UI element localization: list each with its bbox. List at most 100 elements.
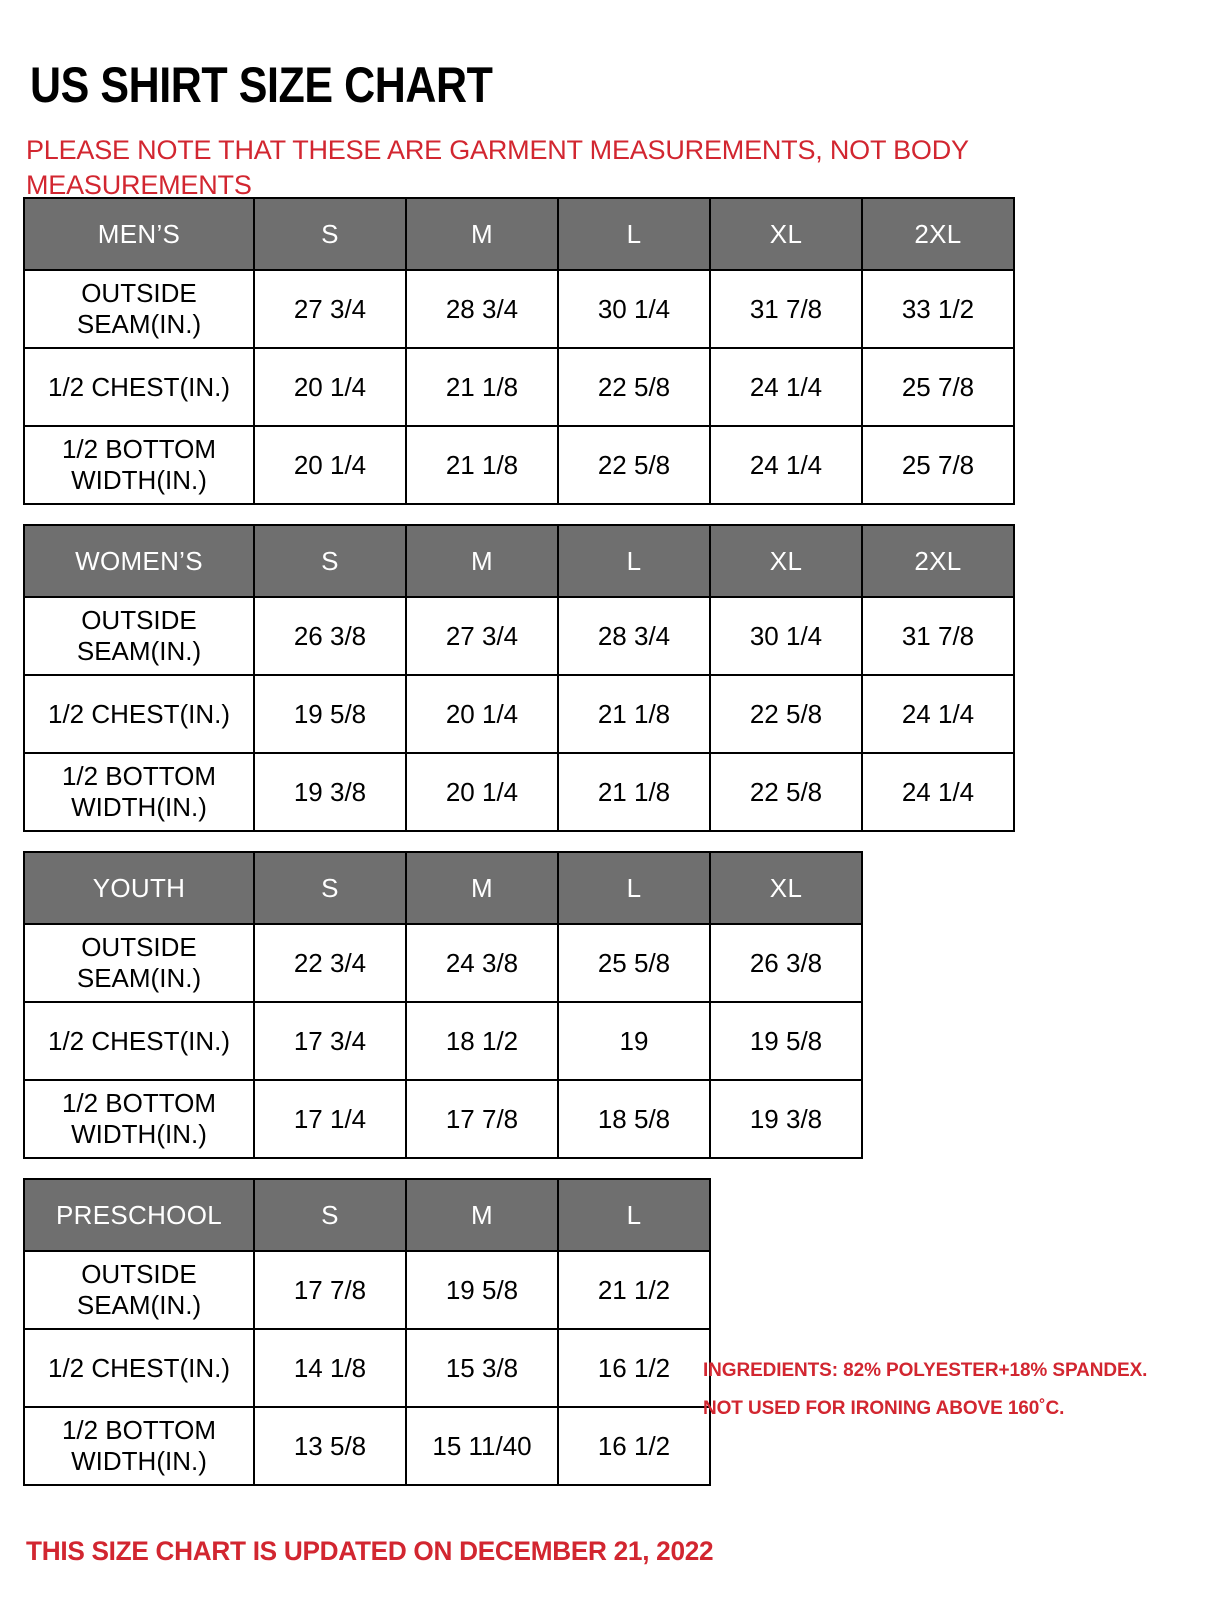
cell-value: 20 1/4 (405, 752, 559, 832)
table-row: 1/2 CHEST(IN.) 19 5/8 20 1/4 21 1/8 22 5… (23, 674, 1015, 754)
row-label-half-bottom-width: 1/2 BOTTOM WIDTH(IN.) (23, 1406, 255, 1486)
cell-value: 20 1/4 (253, 347, 407, 427)
cell-value: 17 3/4 (253, 1001, 407, 1081)
cell-value: 17 7/8 (405, 1079, 559, 1159)
cell-value: 24 1/4 (709, 425, 863, 505)
cell-value: 33 1/2 (861, 269, 1015, 349)
garment-measurement-note: PLEASE NOTE THAT THESE ARE GARMENT MEASU… (26, 135, 969, 200)
row-label-line-1: 1/2 BOTTOM (61, 434, 217, 465)
row-label-line-2: WIDTH(IN.) (71, 1446, 207, 1476)
table-row: OUTSIDE SEAM(IN.) 22 3/4 24 3/8 25 5/8 2… (23, 923, 863, 1003)
cell-value: 22 5/8 (557, 425, 711, 505)
cell-value: 19 5/8 (253, 674, 407, 754)
table-row: 1/2 CHEST(IN.) 20 1/4 21 1/8 22 5/8 24 1… (23, 347, 1015, 427)
row-label-outside-seam: OUTSIDE SEAM(IN.) (23, 1250, 255, 1330)
category-header-mens: MEN’S (23, 197, 255, 271)
row-label-line-1: OUTSIDE (81, 278, 197, 309)
size-header-m: M (405, 851, 559, 925)
cell-value: 20 1/4 (253, 425, 407, 505)
table-row: 1/2 BOTTOM WIDTH(IN.) 19 3/8 20 1/4 21 1… (23, 752, 1015, 832)
size-header-2xl: 2XL (861, 197, 1015, 271)
category-header-preschool: PRESCHOOL (23, 1178, 255, 1252)
cell-value: 22 5/8 (709, 674, 863, 754)
cell-value: 24 1/4 (861, 674, 1015, 754)
cell-value: 30 1/4 (557, 269, 711, 349)
cell-value: 14 1/8 (253, 1328, 407, 1408)
table-row: OUTSIDE SEAM(IN.) 26 3/8 27 3/4 28 3/4 3… (23, 596, 1015, 676)
cell-value: 15 11/40 (405, 1406, 559, 1486)
cell-value: 28 3/4 (405, 269, 559, 349)
row-label-line-2: WIDTH(IN.) (71, 792, 207, 822)
size-header-s: S (253, 524, 407, 598)
ingredients-line-1: INGREDIENTS: 82% POLYESTER+18% SPANDEX. (703, 1360, 1148, 1381)
size-header-l: L (557, 851, 711, 925)
row-label-outside-seam: OUTSIDE SEAM(IN.) (23, 269, 255, 349)
size-header-s: S (253, 1178, 407, 1252)
ingredients-line-2: NOT USED FOR IRONING ABOVE 160˚C. (703, 1398, 1065, 1419)
cell-value: 21 1/2 (557, 1250, 711, 1330)
cell-value: 19 5/8 (709, 1001, 863, 1081)
size-header-xl: XL (709, 197, 863, 271)
cell-value: 19 3/8 (253, 752, 407, 832)
table-header-row: MEN’S S M L XL 2XL (23, 197, 1015, 271)
cell-value: 16 1/2 (557, 1406, 711, 1486)
table-header-row: YOUTH S M L XL (23, 851, 863, 925)
row-label-line-1: 1/2 BOTTOM (61, 761, 217, 792)
size-header-m: M (405, 197, 559, 271)
cell-value: 26 3/8 (709, 923, 863, 1003)
row-label-half-bottom-width: 1/2 BOTTOM WIDTH(IN.) (23, 1079, 255, 1159)
row-label-half-chest: 1/2 CHEST(IN.) (23, 347, 255, 427)
cell-value: 15 3/8 (405, 1328, 559, 1408)
row-label-half-bottom-width: 1/2 BOTTOM WIDTH(IN.) (23, 425, 255, 505)
size-header-s: S (253, 197, 407, 271)
table-youth: YOUTH S M L XL OUTSIDE SEAM(IN.) 22 3/4 … (23, 851, 863, 1159)
cell-value: 17 7/8 (253, 1250, 407, 1330)
table-womens: WOMEN’S S M L XL 2XL OUTSIDE SEAM(IN.) 2… (23, 524, 1015, 832)
row-label-line-1: OUTSIDE (81, 932, 197, 963)
category-header-womens: WOMEN’S (23, 524, 255, 598)
page-title: US SHIRT SIZE CHART (30, 56, 493, 113)
cell-value: 22 3/4 (253, 923, 407, 1003)
row-label-line-1: OUTSIDE (81, 1259, 197, 1290)
cell-value: 25 7/8 (861, 425, 1015, 505)
updated-date-note: THIS SIZE CHART IS UPDATED ON DECEMBER 2… (26, 1536, 714, 1566)
cell-value: 26 3/8 (253, 596, 407, 676)
row-label-outside-seam: OUTSIDE SEAM(IN.) (23, 596, 255, 676)
cell-value: 13 5/8 (253, 1406, 407, 1486)
table-header-row: PRESCHOOL S M L (23, 1178, 711, 1252)
cell-value: 30 1/4 (709, 596, 863, 676)
cell-value: 27 3/4 (405, 596, 559, 676)
cell-value: 19 5/8 (405, 1250, 559, 1330)
size-header-xl: XL (709, 851, 863, 925)
cell-value: 25 5/8 (557, 923, 711, 1003)
cell-value: 24 3/8 (405, 923, 559, 1003)
cell-value: 19 3/8 (709, 1079, 863, 1159)
cell-value: 24 1/4 (709, 347, 863, 427)
row-label-line-2: SEAM(IN.) (76, 1290, 202, 1320)
cell-value: 28 3/4 (557, 596, 711, 676)
size-header-m: M (405, 524, 559, 598)
row-label-half-chest: 1/2 CHEST(IN.) (23, 1328, 255, 1408)
row-label-line-2: WIDTH(IN.) (71, 1119, 207, 1149)
cell-value: 27 3/4 (253, 269, 407, 349)
cell-value: 18 1/2 (405, 1001, 559, 1081)
cell-value: 21 1/8 (405, 425, 559, 505)
cell-value: 17 1/4 (253, 1079, 407, 1159)
cell-value: 19 (557, 1001, 711, 1081)
size-header-m: M (405, 1178, 559, 1252)
table-row: 1/2 BOTTOM WIDTH(IN.) 13 5/8 15 11/40 16… (23, 1406, 711, 1486)
table-row: 1/2 CHEST(IN.) 17 3/4 18 1/2 19 19 5/8 (23, 1001, 863, 1081)
row-label-line-2: SEAM(IN.) (76, 636, 202, 666)
cell-value: 31 7/8 (709, 269, 863, 349)
size-header-l: L (557, 197, 711, 271)
table-preschool: PRESCHOOL S M L OUTSIDE SEAM(IN.) 17 7/8… (23, 1178, 711, 1486)
table-mens: MEN’S S M L XL 2XL OUTSIDE SEAM(IN.) 27 … (23, 197, 1015, 505)
size-header-l: L (557, 524, 711, 598)
size-header-s: S (253, 851, 407, 925)
table-row: OUTSIDE SEAM(IN.) 17 7/8 19 5/8 21 1/2 (23, 1250, 711, 1330)
table-header-row: WOMEN’S S M L XL 2XL (23, 524, 1015, 598)
cell-value: 18 5/8 (557, 1079, 711, 1159)
table-row: OUTSIDE SEAM(IN.) 27 3/4 28 3/4 30 1/4 3… (23, 269, 1015, 349)
cell-value: 25 7/8 (861, 347, 1015, 427)
cell-value: 31 7/8 (861, 596, 1015, 676)
